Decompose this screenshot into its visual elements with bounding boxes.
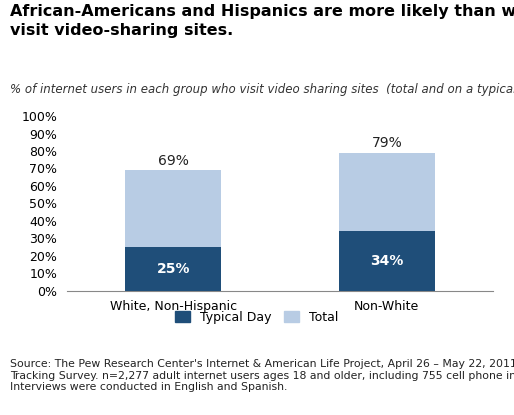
Text: 34%: 34% (370, 254, 403, 268)
Text: % of internet users in each group who visit video sharing sites  (total and on a: % of internet users in each group who vi… (10, 83, 514, 96)
Text: 25%: 25% (157, 262, 190, 276)
Bar (339, 231, 435, 290)
Bar (125, 247, 222, 290)
Bar (125, 170, 222, 247)
Text: Source: The Pew Research Center's Internet & American Life Project, April 26 – M: Source: The Pew Research Center's Intern… (10, 359, 514, 392)
Text: 69%: 69% (158, 154, 189, 168)
Text: African-Americans and Hispanics are more likely than whites to
visit video-shari: African-Americans and Hispanics are more… (10, 4, 514, 38)
Legend: Typical Day, Total: Typical Day, Total (172, 308, 342, 328)
Bar (339, 153, 435, 231)
Text: 79%: 79% (372, 136, 402, 150)
